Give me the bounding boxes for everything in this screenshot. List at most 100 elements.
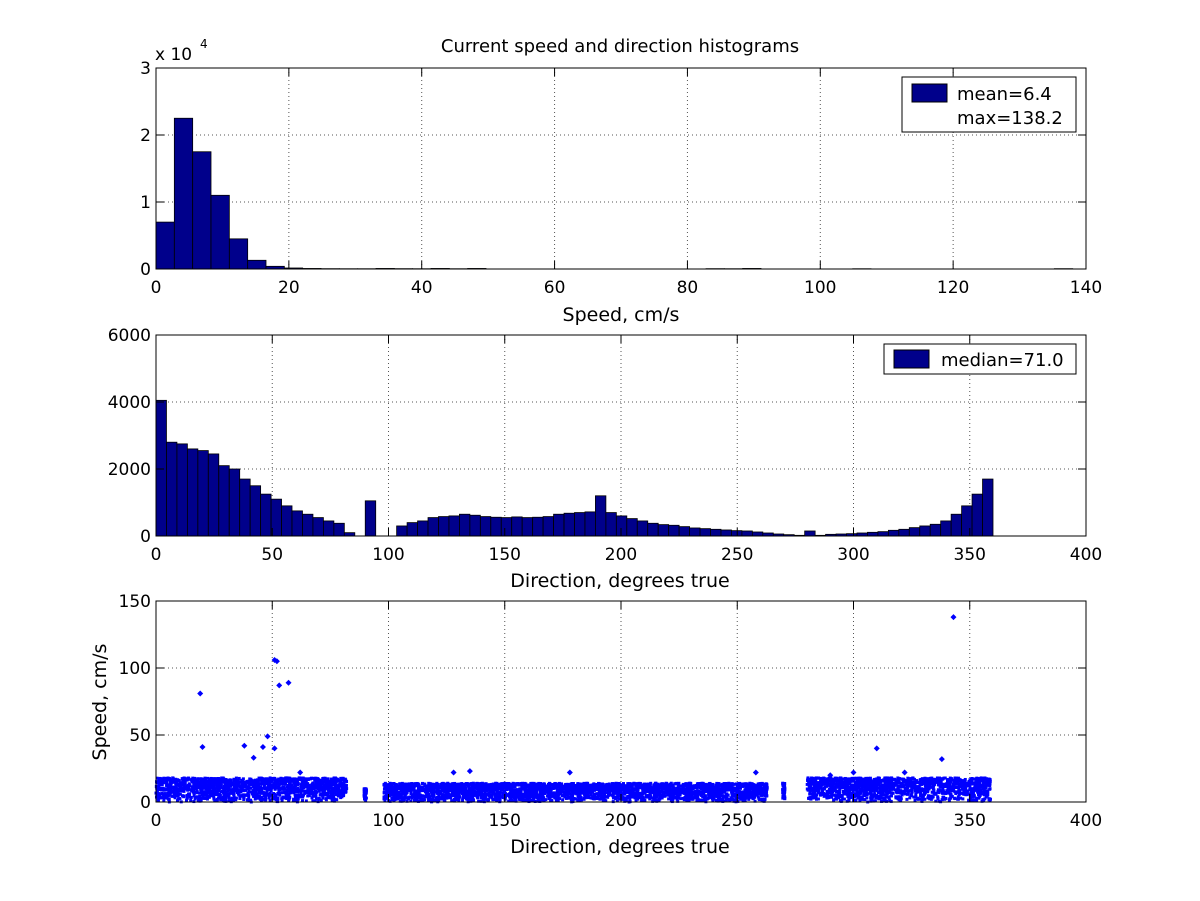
scatter-point	[262, 794, 266, 798]
scatter-point	[592, 796, 596, 800]
scatter-point	[238, 797, 242, 801]
histogram-bar	[521, 517, 534, 537]
scatter-point	[656, 793, 660, 797]
scatter-point	[588, 785, 592, 789]
scatter-point	[182, 795, 186, 799]
scatter-point	[492, 791, 496, 795]
scatter-point	[287, 785, 291, 789]
scatter-point	[490, 789, 494, 793]
scatter-point	[730, 794, 734, 798]
scatter-point	[634, 791, 638, 795]
histogram-bar	[469, 514, 481, 537]
scatter-point	[268, 794, 272, 798]
scatter-point	[179, 789, 183, 793]
scatter-point	[482, 782, 486, 786]
scatter-point	[200, 786, 204, 790]
scatter-point	[528, 788, 532, 792]
y-tick-label: 3	[140, 59, 151, 79]
scatter-point	[547, 796, 551, 800]
scatter-point	[186, 792, 190, 796]
scatter-point	[265, 789, 269, 793]
scatter-point	[538, 799, 542, 803]
scatter-point	[216, 785, 220, 789]
scatter-point	[388, 794, 392, 798]
scatter-point	[212, 780, 216, 784]
scatter-point	[219, 786, 223, 790]
scatter-point	[624, 787, 628, 791]
scatter-point	[558, 797, 562, 801]
scatter-point	[472, 798, 476, 802]
scatter-point	[423, 782, 427, 786]
scatter-point	[476, 785, 480, 789]
scatter-point	[470, 784, 474, 788]
scatter-point	[783, 790, 787, 794]
scatter-point	[688, 794, 692, 798]
histogram-bar	[333, 522, 345, 537]
scatter-point	[182, 776, 186, 780]
scatter-point	[476, 787, 480, 791]
scatter-point	[753, 787, 757, 791]
scatter-point	[166, 777, 170, 781]
scatter-point	[615, 799, 619, 803]
scatter-point	[189, 788, 193, 792]
histogram-bar	[563, 512, 575, 537]
scatter-point	[435, 783, 439, 787]
scatter-point	[593, 783, 597, 787]
scatter-point	[715, 787, 719, 791]
scatter-point	[553, 792, 557, 796]
scatter-point	[852, 776, 856, 780]
scatter-point	[430, 794, 434, 798]
figure-title: Current speed and direction histograms	[441, 36, 799, 57]
scatter-point	[732, 799, 736, 803]
histogram-bar	[427, 517, 439, 537]
scatter-point	[576, 798, 580, 802]
scatter-point	[470, 782, 474, 786]
histogram-bar	[197, 450, 209, 537]
scatter-point	[312, 783, 316, 787]
scatter-point	[558, 787, 562, 791]
scatter-point	[483, 795, 487, 799]
scatter-point	[685, 794, 689, 798]
scatter-point	[195, 789, 199, 793]
scatter-point	[309, 777, 313, 781]
histogram-bar	[699, 528, 711, 537]
scatter-point	[196, 777, 200, 781]
scatter-point	[638, 791, 642, 795]
scatter-point	[670, 784, 674, 788]
scatter-point	[329, 792, 333, 796]
scatter-point	[598, 792, 602, 796]
scatter-point	[695, 796, 699, 800]
scatter-point	[217, 778, 221, 782]
scatter-point	[335, 798, 339, 802]
scatter-point	[725, 795, 729, 799]
scatter-point	[556, 794, 560, 798]
scatter-point	[249, 786, 253, 790]
scatter-point	[711, 796, 715, 800]
scatter-point	[187, 783, 191, 787]
scatter-point	[384, 791, 388, 795]
scatter-point	[317, 789, 321, 793]
scatter-point	[531, 795, 535, 799]
scatter-point	[763, 797, 767, 801]
scatter-point	[579, 788, 583, 792]
histogram-bar	[207, 453, 220, 537]
scatter-point	[688, 784, 692, 788]
scatter-point	[247, 799, 251, 803]
scatter-point	[873, 792, 877, 796]
scatter-point	[226, 782, 230, 786]
scatter-point	[332, 778, 336, 782]
scatter-point	[637, 795, 641, 799]
scatter-point	[289, 786, 293, 790]
scatter-point	[432, 792, 436, 796]
y-tick-label: 4000	[108, 393, 151, 413]
scatter-point	[623, 799, 627, 803]
scatter-point	[509, 794, 513, 798]
scatter-point	[234, 796, 238, 800]
scatter-point	[450, 799, 454, 803]
scatter-point	[453, 799, 457, 803]
scatter-point	[200, 788, 204, 792]
histogram-bar	[940, 520, 952, 537]
scatter-point	[189, 798, 193, 802]
scatter-point	[611, 786, 615, 790]
